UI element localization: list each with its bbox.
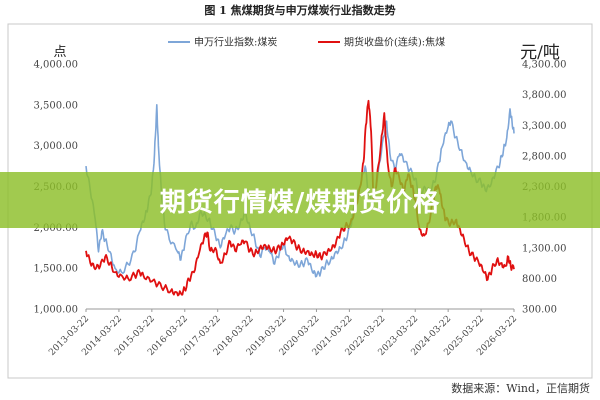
left-axis-tick-label: 4,000.00 <box>33 60 78 71</box>
left-axis-tick-label: 3,000.00 <box>33 141 78 152</box>
left-axis-tick-label: 1,000.00 <box>33 305 78 316</box>
right-axis-tick-label: 3,800.00 <box>522 90 567 101</box>
right-axis-tick-label: 1,300.00 <box>522 243 567 254</box>
watermark-banner: 期货行情煤/煤期货价格 <box>0 172 600 228</box>
left-axis-tick-label: 2,000.00 <box>33 223 78 234</box>
legend-label-coking-coal-futures: 期货收盘价(连续):焦煤 <box>344 36 445 49</box>
legend: 申万行业指数:煤炭 期货收盘价(连续):焦煤 <box>168 36 445 49</box>
data-source-note: 数据来源：Wind，正信期货 <box>451 381 590 395</box>
right-axis-tick-label: 3,300.00 <box>522 121 567 132</box>
legend-label-coal-index: 申万行业指数:煤炭 <box>194 36 277 49</box>
left-axis-tick-label: 1,500.00 <box>33 264 78 275</box>
right-axis-tick-label: 2,800.00 <box>522 151 567 162</box>
right-axis-tick-label: 300.00 <box>522 305 557 316</box>
right-axis-unit-label: 元/吨 <box>520 43 560 63</box>
left-axis-unit-label: 点 <box>53 45 66 60</box>
right-axis-tick-label: 800.00 <box>522 274 557 285</box>
right-axis-tick-label: 4,300.00 <box>522 60 567 71</box>
banner-title: 期货行情煤/煤期货价格 <box>159 187 441 218</box>
figure-title: 图 1 焦煤期货与申万煤炭行业指数走势 <box>204 3 395 17</box>
left-axis-tick-label: 3,500.00 <box>33 100 78 111</box>
series-line-coal-index <box>85 104 515 278</box>
